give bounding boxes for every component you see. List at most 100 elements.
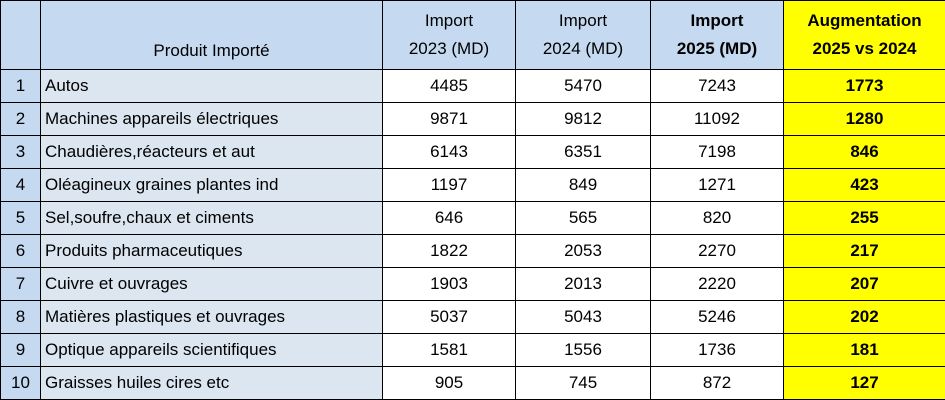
table-cell: 9812 xyxy=(515,102,651,136)
cell-text: 565 xyxy=(568,208,598,227)
header-text: Import xyxy=(558,11,608,30)
table-cell: 202 xyxy=(783,300,945,334)
table-cell: 1197 xyxy=(382,168,516,202)
table-cell: 255 xyxy=(783,201,945,235)
cell-text: 1773 xyxy=(845,76,884,95)
cell-text: 202 xyxy=(850,307,879,326)
cell-text: 1581 xyxy=(430,340,468,359)
table-row: 7 Cuivre et ouvrages 1903 2013 2220 207 xyxy=(0,267,945,301)
header-text: Augmentation xyxy=(807,11,922,30)
cell-text: 1736 xyxy=(698,340,736,359)
table-row: 2 Machines appareils électriques 9871 9812 1… xyxy=(0,102,945,136)
cell-text: 9 xyxy=(15,340,26,359)
header-cell: Import 2023 (MD) xyxy=(382,0,516,70)
cell-text: 11092 xyxy=(693,109,740,128)
cell-text: Oléagineux graines plantes ind xyxy=(45,175,279,194)
cell-text: Cuivre et ouvrages xyxy=(45,274,188,293)
table-cell: 207 xyxy=(783,267,945,301)
cell-text: Chaudières,réacteurs et aut xyxy=(45,142,255,161)
cell-text: Machines appareils électriques xyxy=(45,109,279,128)
cell-text: 5043 xyxy=(564,307,602,326)
cell-text: 217 xyxy=(850,241,879,260)
table-cell: 1773 xyxy=(783,69,945,103)
cell-text: 2 xyxy=(15,109,26,128)
table-cell: 1 xyxy=(0,69,41,103)
cell-text: 7243 xyxy=(698,76,736,95)
table-cell: 8 xyxy=(0,300,41,334)
table-row: 9 Optique appareils scientifiques 1581 1556… xyxy=(0,333,945,367)
table-cell: 849 xyxy=(515,168,651,202)
cell-text: 905 xyxy=(434,373,464,392)
table-cell: 7198 xyxy=(650,135,784,169)
cell-text: Graisses huiles cires etc xyxy=(45,373,230,392)
table-row: 5 Sel,soufre,chaux et ciments 646 565 820 255 xyxy=(0,201,945,235)
table-cell: Optique appareils scientifiques xyxy=(40,333,383,367)
table-cell: 1903 xyxy=(382,267,516,301)
table-cell: 7243 xyxy=(650,69,784,103)
table-body: 1 Autos 4485 5470 7243 1773 2 Machines appareil… xyxy=(0,69,945,400)
table-cell: 5043 xyxy=(515,300,651,334)
table-cell: 2270 xyxy=(650,234,784,268)
table-cell: 1556 xyxy=(515,333,651,367)
header-text: 2025 vs 2024 xyxy=(812,39,917,58)
cell-text: Autos xyxy=(45,76,89,95)
cell-text: 1271 xyxy=(698,175,736,194)
table-cell: 1581 xyxy=(382,333,516,367)
table-cell: 1271 xyxy=(650,168,784,202)
table-cell: 846 xyxy=(783,135,945,169)
cell-text: 181 xyxy=(850,340,879,359)
header-text: 2025 (MD) xyxy=(676,39,758,58)
cell-text: 1197 xyxy=(430,175,468,194)
table-cell: 4 xyxy=(0,168,41,202)
table-cell: 423 xyxy=(783,168,945,202)
cell-text: 6 xyxy=(15,241,26,260)
table-row: 8 Matières plastiques et ouvrages 5037 5043… xyxy=(0,300,945,334)
table-cell: 5246 xyxy=(650,300,784,334)
cell-text: 5470 xyxy=(564,76,602,95)
table-cell: 3 xyxy=(0,135,41,169)
table-row: 4 Oléagineux graines plantes ind 1197 849 12… xyxy=(0,168,945,202)
cell-text: 4485 xyxy=(430,76,468,95)
table-cell: 2 xyxy=(0,102,41,136)
table-cell: 127 xyxy=(783,366,945,400)
cell-text: 2220 xyxy=(698,274,736,293)
header-text: 2024 (MD) xyxy=(542,39,624,58)
table-cell: 6 xyxy=(0,234,41,268)
cell-text: 1822 xyxy=(430,241,468,260)
table-cell: 4485 xyxy=(382,69,516,103)
table-cell: 745 xyxy=(515,366,651,400)
table-cell: 1736 xyxy=(650,333,784,367)
table-cell: 565 xyxy=(515,201,651,235)
table-cell: 11092 xyxy=(650,102,784,136)
header-cell xyxy=(0,0,41,70)
header-cell: Import 2024 (MD) xyxy=(515,0,651,70)
cell-text: 5 xyxy=(15,208,26,227)
cell-text: 3 xyxy=(15,142,26,161)
cell-text: 1 xyxy=(15,76,26,95)
header-row: Produit Importé Import 2023 (MD) Import 2024… xyxy=(0,0,945,70)
table-cell: Graisses huiles cires etc xyxy=(40,366,383,400)
cell-text: 5246 xyxy=(698,307,736,326)
table-cell: 1822 xyxy=(382,234,516,268)
cell-text: 255 xyxy=(850,208,879,227)
table-row: 10 Graisses huiles cires etc 905 745 872 127 xyxy=(0,366,945,400)
cell-text: 846 xyxy=(850,142,879,161)
cell-text: 2053 xyxy=(564,241,602,260)
cell-text: 10 xyxy=(11,373,30,392)
table-cell: 2053 xyxy=(515,234,651,268)
cell-text: 9871 xyxy=(430,109,468,128)
cell-text: Matières plastiques et ouvrages xyxy=(45,307,286,326)
table-cell: 217 xyxy=(783,234,945,268)
cell-text: Optique appareils scientifiques xyxy=(45,340,277,359)
cell-text: 6143 xyxy=(430,142,468,161)
table-row: 6 Produits pharmaceutiques 1822 2053 2270 217 xyxy=(0,234,945,268)
cell-text: 1280 xyxy=(845,109,884,128)
cell-text: 820 xyxy=(702,208,732,227)
cell-text: 207 xyxy=(850,274,879,293)
table-cell: 820 xyxy=(650,201,784,235)
cell-text: Sel,soufre,chaux et ciments xyxy=(45,208,254,227)
table-header: Produit Importé Import 2023 (MD) Import 2024… xyxy=(0,0,945,70)
table-cell: 1280 xyxy=(783,102,945,136)
cell-text: 1556 xyxy=(564,340,602,359)
